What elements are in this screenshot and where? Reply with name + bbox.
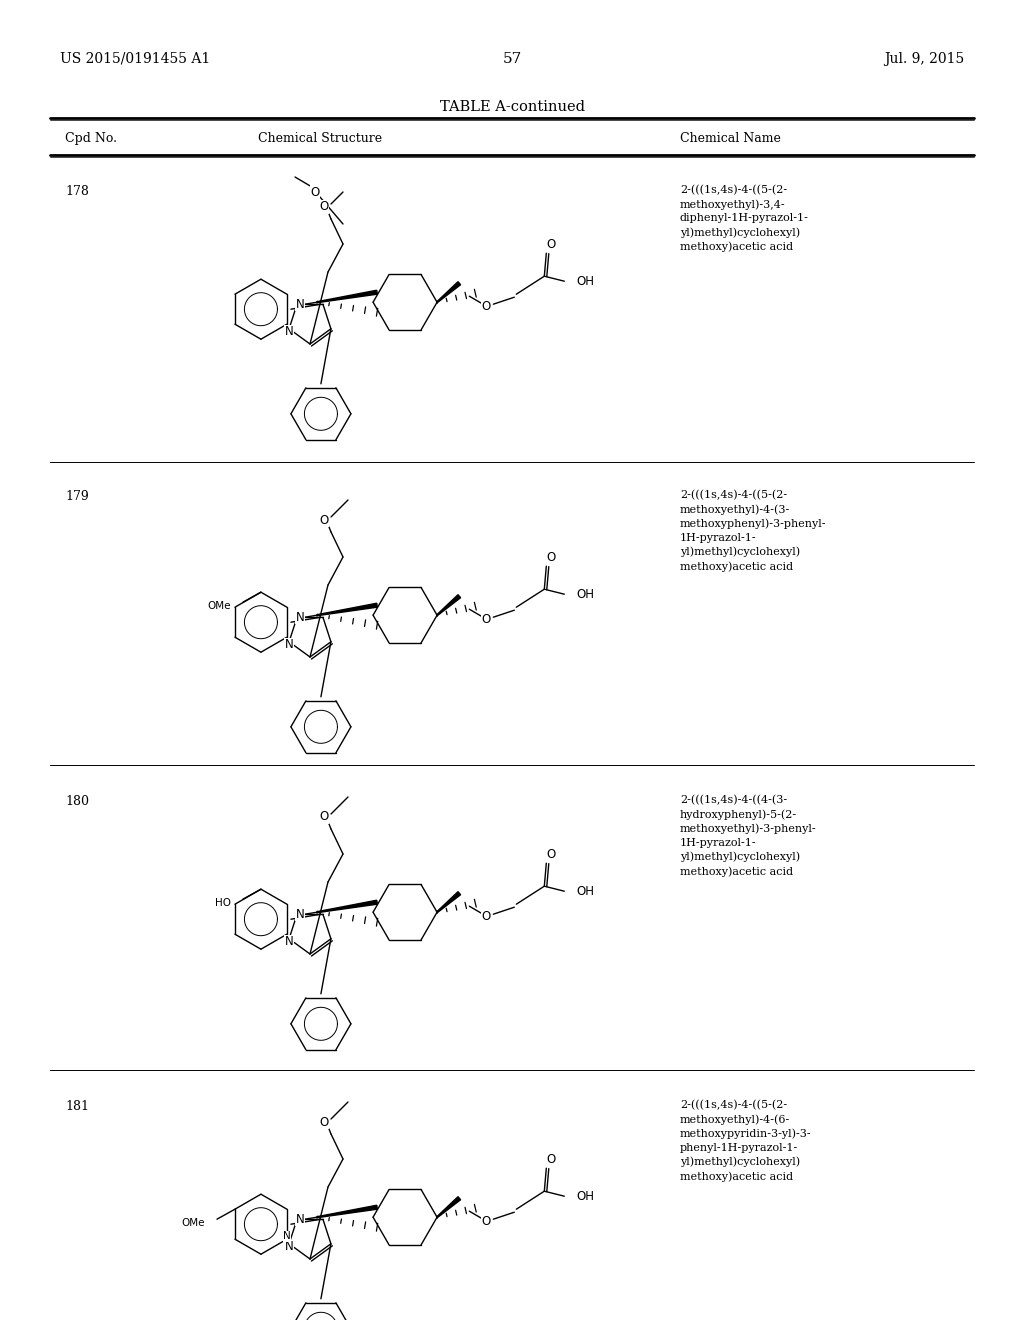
Text: N: N: [285, 639, 294, 651]
Text: N: N: [296, 298, 304, 310]
Polygon shape: [317, 1205, 378, 1217]
Text: 57: 57: [503, 51, 521, 66]
Text: 2-(((1s,4s)-4-((5-(2-
methoxyethyl)-4-(3-
methoxyphenyl)-3-phenyl-
1H-pyrazol-1-: 2-(((1s,4s)-4-((5-(2- methoxyethyl)-4-(3…: [680, 490, 826, 572]
Text: O: O: [481, 612, 490, 626]
Text: O: O: [481, 300, 490, 313]
Text: Jul. 9, 2015: Jul. 9, 2015: [884, 51, 964, 66]
Text: O: O: [319, 513, 329, 527]
Polygon shape: [437, 281, 461, 302]
Text: TABLE A-continued: TABLE A-continued: [439, 100, 585, 114]
Polygon shape: [437, 1197, 461, 1217]
Text: OH: OH: [577, 275, 594, 288]
Text: OH: OH: [577, 1189, 594, 1203]
Polygon shape: [317, 900, 378, 912]
Text: N: N: [285, 1241, 294, 1253]
Text: O: O: [319, 1115, 329, 1129]
Text: O: O: [547, 1152, 556, 1166]
Text: O: O: [547, 847, 556, 861]
Polygon shape: [437, 892, 461, 912]
Text: O: O: [319, 201, 329, 214]
Polygon shape: [317, 290, 378, 302]
Text: O: O: [547, 550, 556, 564]
Text: O: O: [481, 909, 490, 923]
Polygon shape: [317, 603, 378, 615]
Text: Chemical Structure: Chemical Structure: [258, 132, 382, 145]
Text: US 2015/0191455 A1: US 2015/0191455 A1: [60, 51, 210, 66]
Text: O: O: [310, 186, 319, 198]
Text: OMe: OMe: [208, 601, 231, 611]
Text: 2-(((1s,4s)-4-((5-(2-
methoxyethyl)-3,4-
diphenyl-1H-pyrazol-1-
yl)methyl)cycloh: 2-(((1s,4s)-4-((5-(2- methoxyethyl)-3,4-…: [680, 185, 809, 252]
Text: 2-(((1s,4s)-4-((4-(3-
hydroxyphenyl)-5-(2-
methoxyethyl)-3-phenyl-
1H-pyrazol-1-: 2-(((1s,4s)-4-((4-(3- hydroxyphenyl)-5-(…: [680, 795, 816, 876]
Text: 180: 180: [65, 795, 89, 808]
Text: N: N: [285, 325, 294, 338]
Polygon shape: [437, 595, 461, 615]
Text: O: O: [481, 1214, 490, 1228]
Text: 178: 178: [65, 185, 89, 198]
Text: N: N: [296, 611, 304, 624]
Text: 181: 181: [65, 1100, 89, 1113]
Text: OMe: OMe: [181, 1218, 205, 1228]
Text: O: O: [547, 238, 556, 251]
Text: 179: 179: [65, 490, 89, 503]
Text: N: N: [296, 1213, 304, 1226]
Text: N: N: [285, 936, 294, 948]
Text: OH: OH: [577, 884, 594, 898]
Text: N: N: [283, 1232, 291, 1241]
Text: Cpd No.: Cpd No.: [65, 132, 117, 145]
Text: O: O: [319, 810, 329, 824]
Text: Chemical Name: Chemical Name: [680, 132, 781, 145]
Text: OH: OH: [577, 587, 594, 601]
Text: N: N: [296, 908, 304, 921]
Text: 2-(((1s,4s)-4-((5-(2-
methoxyethyl)-4-(6-
methoxypyridin-3-yl)-3-
phenyl-1H-pyra: 2-(((1s,4s)-4-((5-(2- methoxyethyl)-4-(6…: [680, 1100, 812, 1181]
Text: HO: HO: [215, 898, 231, 908]
